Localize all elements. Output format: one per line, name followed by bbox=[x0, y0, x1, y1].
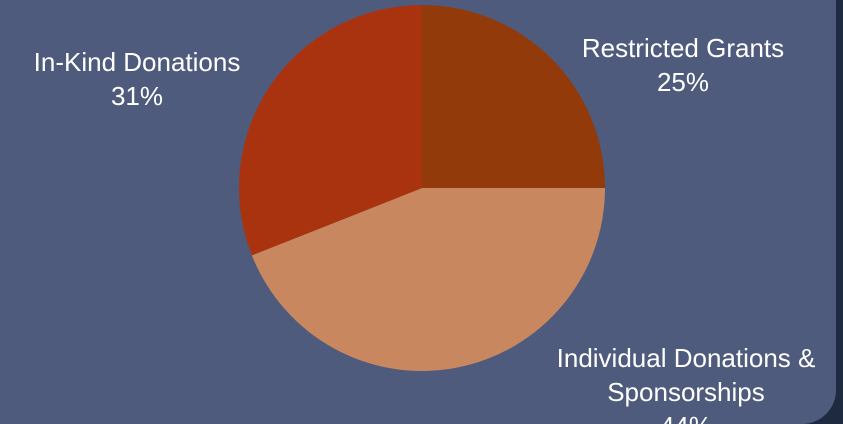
slice-label: In-Kind Donations 31% bbox=[0, 45, 297, 113]
slice-label: Restricted Grants 25% bbox=[523, 31, 836, 99]
category-name: Individual Donations & Sponsorships bbox=[556, 343, 816, 407]
percent-label: 44% bbox=[526, 409, 836, 424]
percent-label: 25% bbox=[656, 67, 710, 97]
pie-slice bbox=[239, 5, 422, 256]
category-name: In-Kind Donations bbox=[33, 47, 241, 77]
slice-label: Individual Donations & Sponsorships 44% bbox=[526, 341, 836, 424]
category-name: Restricted Grants bbox=[581, 33, 785, 63]
percent-label: 31% bbox=[110, 81, 164, 111]
pie-slice bbox=[422, 5, 605, 188]
pie-slice bbox=[251, 188, 606, 371]
